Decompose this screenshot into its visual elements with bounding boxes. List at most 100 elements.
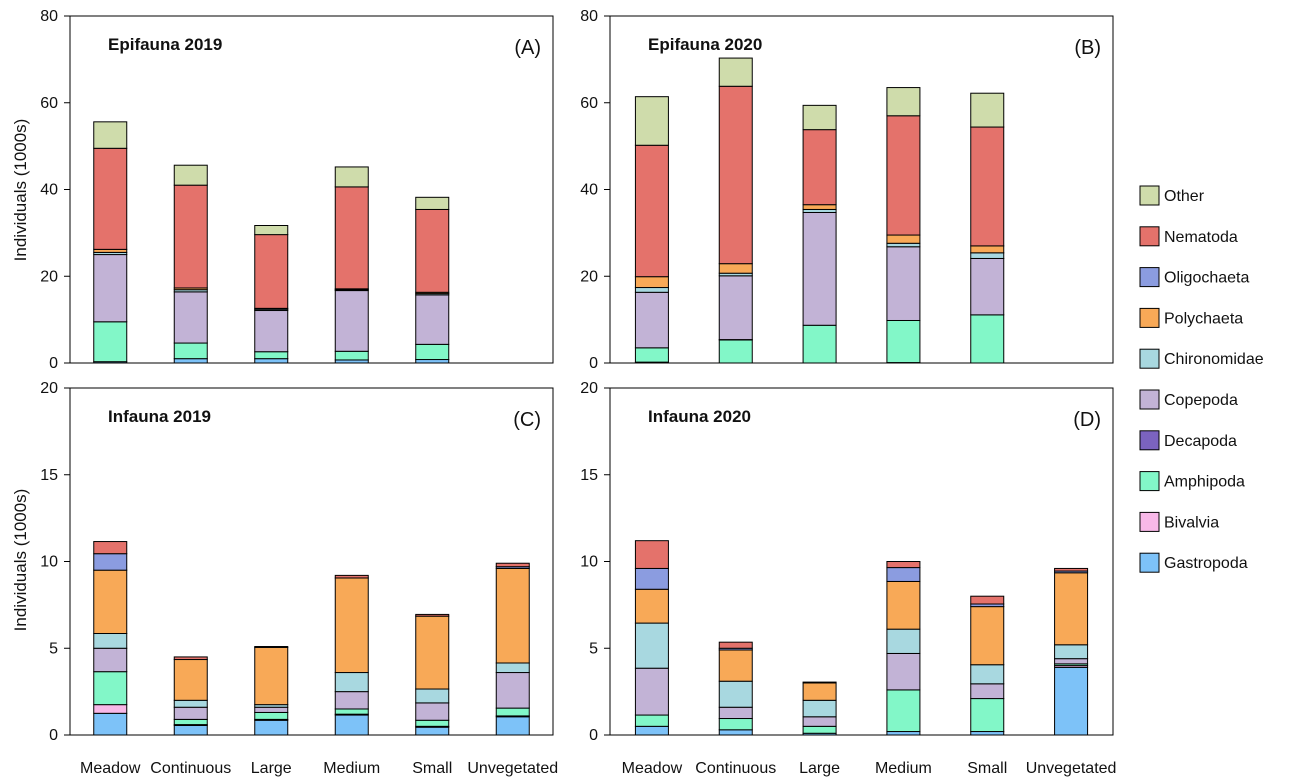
y-tick-label: 15 (580, 467, 598, 484)
bar-segment-copepoda-small (415, 294, 450, 345)
panel-letter: (A) (514, 37, 541, 59)
legend-label: Other (1164, 188, 1205, 205)
x-category-label: Unvegetated (467, 760, 558, 777)
bar-segment-other-continuous (173, 164, 208, 186)
y-tick-label: 10 (40, 554, 58, 571)
bar-segment-amphipoda-small (415, 719, 450, 727)
y-tick-label: 60 (580, 95, 598, 112)
bar-segment-amphipoda-medium (334, 708, 369, 715)
legend-item-chironomidae: Chironomidae (1139, 348, 1264, 369)
bar-segment-nematoda-medium (886, 561, 921, 569)
bar-segment-polychaeta-large (254, 646, 289, 706)
y-tick-label: 20 (40, 380, 58, 397)
y-tick-label: 0 (49, 355, 58, 372)
bar-segment-chironomidae-meadow (634, 287, 669, 293)
legend-swatch (1139, 430, 1160, 451)
bar-segment-amphipoda-large (802, 324, 837, 364)
bar-segment-gastropoda-large (254, 719, 289, 736)
y-tick-label: 80 (580, 8, 598, 25)
bar-segment-nematoda-medium (334, 574, 369, 579)
bar-segment-copepoda-medium (334, 290, 369, 352)
y-tick-label: 20 (580, 268, 598, 285)
bar-segment-nematoda-large (254, 646, 289, 648)
bar-segment-nematoda-small (970, 595, 1005, 605)
bar-segment-amphipoda-medium (886, 689, 921, 733)
bar-segment-chironomidae-unvegetated (1054, 644, 1089, 660)
bar-segment-copepoda-meadow (634, 291, 669, 349)
legend-item-amphipoda: Amphipoda (1139, 471, 1245, 492)
bar-segment-other-meadow (93, 121, 128, 149)
bar-segment-polychaeta-large (802, 204, 837, 210)
bar-segment-gastropoda-unvegetated (495, 716, 530, 736)
legend: Other Nematoda Oligochaeta Polychaeta Chiron… (1139, 185, 1264, 573)
bar-segment-gastropoda-small (970, 731, 1005, 736)
plot-frame (609, 15, 1114, 364)
bar-segment-chironomidae-meadow (634, 622, 669, 669)
y-tick-label: 20 (580, 380, 598, 397)
x-category-label: Small (412, 760, 452, 777)
bar-segment-amphipoda-medium (334, 350, 369, 361)
y-tick-label: 15 (40, 467, 58, 484)
bar-segment-polychaeta-meadow (93, 569, 128, 635)
bar-segment-nematoda-large (802, 681, 837, 684)
x-category-label: Meadow (80, 760, 141, 777)
y-tick-label: 0 (49, 727, 58, 744)
bar-segment-amphipoda-small (415, 343, 450, 361)
bar-segment-gastropoda-meadow (93, 712, 128, 736)
bar-segment-nematoda-continuous (718, 641, 753, 649)
bar-segment-nematoda-large (254, 234, 289, 309)
bar-segment-copepoda-unvegetated (495, 672, 530, 709)
bar-segment-copepoda-large (802, 211, 837, 326)
bar-segment-nematoda-meadow (634, 540, 669, 569)
panel-title: Epifauna 2020 (648, 35, 762, 54)
legend-item-decapoda: Decapoda (1139, 430, 1237, 451)
bar-segment-bivalvia-meadow (93, 704, 128, 714)
bar-segment-gastropoda-meadow (634, 725, 669, 736)
bar-segment-amphipoda-medium (886, 319, 921, 364)
bar-segment-oligochaeta-meadow (93, 553, 128, 571)
bar-segment-other-large (254, 225, 289, 236)
bar-segment-polychaeta-medium (886, 580, 921, 630)
bar-segment-nematoda-large (802, 129, 837, 206)
bar-segment-copepoda-large (254, 706, 289, 713)
legend-label: Amphipoda (1164, 474, 1245, 491)
bar-segment-polychaeta-small (415, 615, 450, 690)
bar-segment-polychaeta-medium (886, 234, 921, 244)
panel-title: Infauna 2019 (108, 407, 211, 426)
bar-segment-nematoda-continuous (173, 656, 208, 661)
bar-segment-amphipoda-meadow (93, 671, 128, 706)
x-category-label: Meadow (622, 760, 683, 777)
bar-segment-nematoda-medium (886, 115, 921, 236)
y-tick-label: 5 (49, 640, 58, 657)
legend-item-other: Other (1139, 185, 1205, 206)
chart-panel-3: 0 5 10 15 20 Infauna 2019 (C) Meadow Continuous L… (40, 380, 558, 777)
panel-letter: (C) (513, 409, 541, 431)
legend-swatch (1139, 185, 1160, 206)
bar-segment-oligochaeta-meadow (634, 567, 669, 590)
bar-segment-polychaeta-continuous (718, 649, 753, 682)
legend-swatch (1139, 307, 1160, 328)
bar-segment-copepoda-medium (886, 652, 921, 691)
y-tick-label: 10 (580, 554, 598, 571)
bar-segment-copepoda-unvegetated (1054, 658, 1089, 665)
bar-segment-amphipoda-small (970, 698, 1005, 733)
bar-segment-amphipoda-large (802, 725, 837, 734)
panel-letter: (D) (1073, 409, 1101, 431)
bar-segment-copepoda-continuous (173, 291, 208, 344)
bar-segment-amphipoda-meadow (634, 714, 669, 727)
plot-frame (609, 387, 1114, 736)
legend-swatch (1139, 226, 1160, 247)
bar-segment-chironomidae-medium (886, 628, 921, 654)
bar-segment-other-small (415, 196, 450, 210)
bar-segment-copepoda-continuous (718, 706, 753, 720)
bar-segment-copepoda-continuous (718, 275, 753, 341)
bar-segment-other-small (970, 92, 1005, 128)
legend-item-copepoda: Copepoda (1139, 389, 1238, 410)
bar-segment-chironomidae-large (802, 699, 837, 718)
bar-segment-other-meadow (634, 96, 669, 146)
bar-segment-gastropoda-medium (886, 731, 921, 736)
bar-segment-nematoda-continuous (173, 184, 208, 289)
bar-segment-nematoda-small (970, 126, 1005, 247)
bar-segment-copepoda-small (415, 702, 450, 721)
